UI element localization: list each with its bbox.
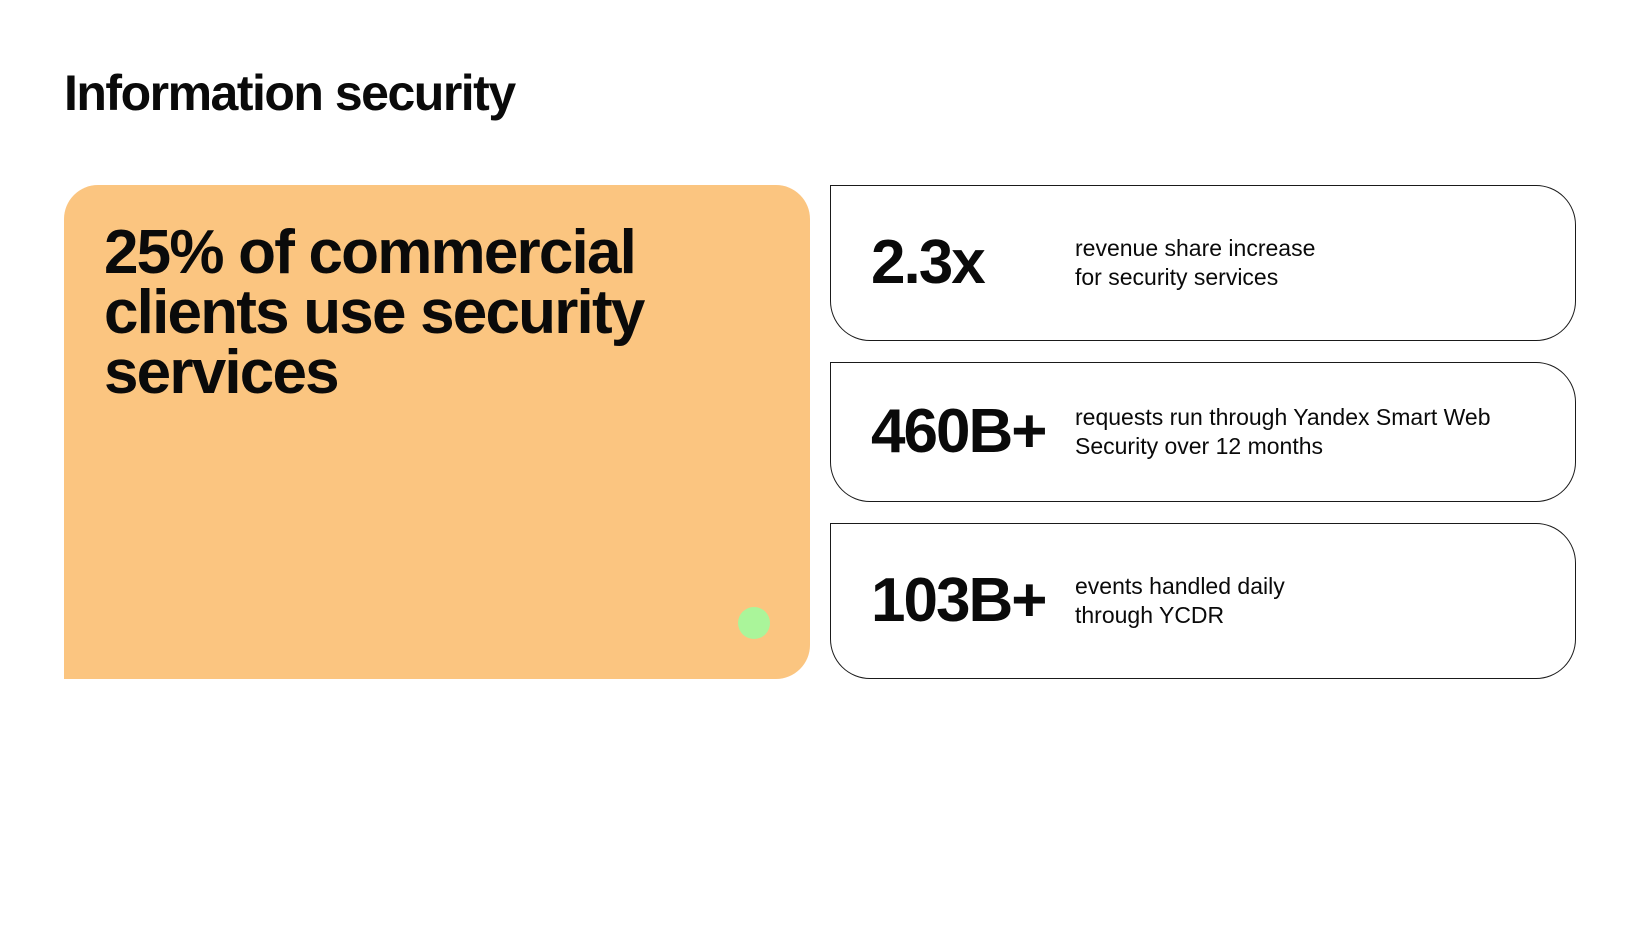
stat-value: 103B+ bbox=[871, 566, 1047, 635]
stat-card-revenue: 2.3x revenue share increase for security… bbox=[830, 185, 1576, 341]
stat-description: revenue share increase for security serv… bbox=[1075, 235, 1316, 290]
highlight-text: 25% of commercial clients use security s… bbox=[104, 218, 645, 407]
page-title: Information security bbox=[64, 65, 516, 121]
stat-value: 460B+ bbox=[871, 397, 1047, 466]
stat-card-events: 103B+ events handled daily through YCDR bbox=[830, 523, 1576, 679]
highlight-card: 25% of commercial clients use security s… bbox=[64, 185, 810, 679]
stat-description: events handled daily through YCDR bbox=[1075, 573, 1285, 628]
stat-value: 2.3x bbox=[871, 228, 986, 297]
accent-dot-icon bbox=[738, 607, 770, 639]
stat-description: requests run through Yandex Smart Web Se… bbox=[1075, 404, 1491, 459]
stat-card-requests: 460B+ requests run through Yandex Smart … bbox=[830, 362, 1576, 502]
